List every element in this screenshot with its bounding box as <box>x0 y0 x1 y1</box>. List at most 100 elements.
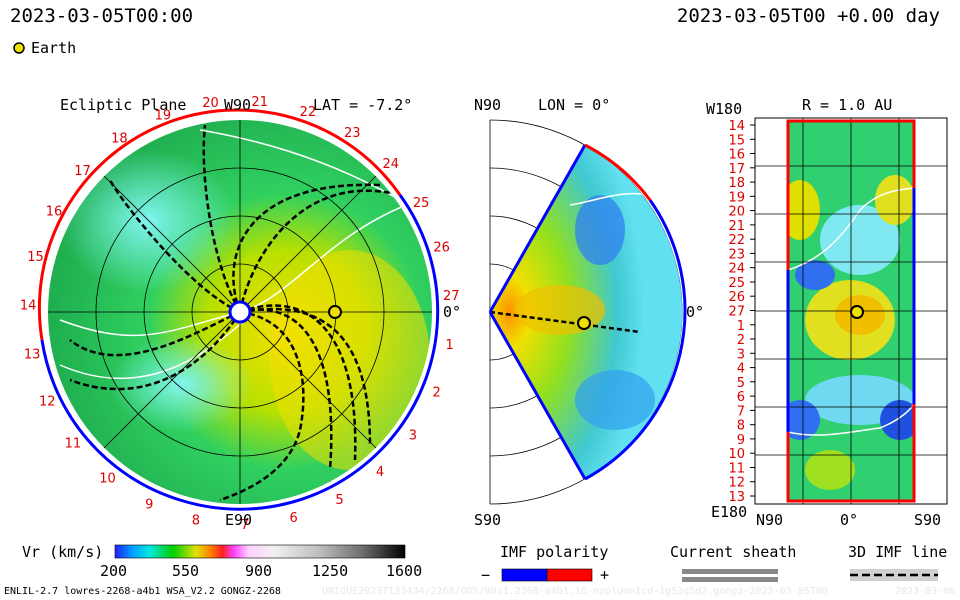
synoptic-title: R = 1.0 AU <box>802 96 893 114</box>
synoptic-row-label: 21 <box>728 219 745 234</box>
synoptic-row-labels: 1415161718192021222324252627123456789101… <box>728 119 755 505</box>
colorbar-tick: 200 <box>100 562 128 580</box>
sun-marker <box>228 300 252 324</box>
sector-label: 25 <box>413 196 430 211</box>
synoptic-x-label-0: 0° <box>840 511 859 529</box>
synoptic-row-label: 1 <box>737 319 745 334</box>
ecliptic-bottom-label: E90 <box>225 511 253 529</box>
ecliptic-top-label: W90 <box>224 96 252 114</box>
colorbar-tick: 1600 <box>386 562 423 580</box>
sector-label: 8 <box>192 513 200 528</box>
sector-label: 12 <box>39 395 56 410</box>
synoptic-row-label: 3 <box>737 347 745 362</box>
sector-label: 27 <box>443 289 460 304</box>
colorbar-label: Vr (km/s) <box>22 543 104 561</box>
sector-label: 21 <box>251 95 268 110</box>
model-info: ENLIL-2.7 lowres-2268-a4b1 WSA_V2.2 GONG… <box>4 586 281 597</box>
sector-label: 26 <box>433 241 450 256</box>
synoptic-row-label: 27 <box>728 305 745 320</box>
right-title: 2023-03-05T00 +0.00 day <box>676 5 940 27</box>
sector-label: 6 <box>290 511 298 526</box>
synoptic-row-label: 4 <box>737 362 745 377</box>
sector-label: 5 <box>335 493 343 508</box>
sector-label: 19 <box>155 109 172 124</box>
ecliptic-rim-negative <box>40 194 440 511</box>
synoptic-row-label: 23 <box>728 247 745 262</box>
colorbar-tick: 1250 <box>312 562 349 580</box>
sector-label: 17 <box>74 164 91 179</box>
sector-label: 24 <box>383 157 400 172</box>
synoptic-row-label: 6 <box>737 390 745 405</box>
synoptic-row-label: 24 <box>728 262 745 277</box>
synoptic-row-label: 5 <box>737 376 745 391</box>
synoptic-row-label: 8 <box>737 419 745 434</box>
sector-label: 13 <box>24 348 41 363</box>
run-info: UNIQUE2023T133434/2268/ODS/90x1.2268-a4b… <box>322 586 828 597</box>
meridional-panel <box>488 119 687 505</box>
synoptic-row-label: 15 <box>728 133 745 148</box>
synoptic-row-label: 9 <box>737 433 745 448</box>
imf-polarity-title: IMF polarity <box>500 543 609 561</box>
sector-label: 18 <box>111 132 128 147</box>
synoptic-row-label: 14 <box>728 119 745 134</box>
colorbar <box>114 544 406 559</box>
synoptic-row-label: 17 <box>728 162 745 177</box>
left-title: 2023-03-05T00:00 <box>10 5 194 27</box>
sector-label: 14 <box>20 299 37 314</box>
synoptic-row-label: 19 <box>728 190 745 205</box>
synoptic-row-label: 18 <box>728 176 745 191</box>
earth-legend-icon <box>13 42 25 54</box>
sector-label: 1 <box>445 338 453 353</box>
synoptic-row-label: 16 <box>728 148 745 163</box>
imf-lines <box>69 124 401 502</box>
current-sheath-swatch <box>682 569 778 582</box>
synoptic-row-label: 7 <box>737 404 745 419</box>
ecliptic-right-label: 0° <box>443 303 462 321</box>
imf-line-swatch <box>850 569 938 581</box>
colorbar-tick: 900 <box>245 562 273 580</box>
sector-label: 7 <box>241 518 249 533</box>
sector-label: 16 <box>46 204 63 219</box>
sector-label: 9 <box>145 498 153 513</box>
synoptic-row-label: 11 <box>728 462 745 477</box>
sector-label: 20 <box>202 96 219 111</box>
synoptic-row-label: 10 <box>728 447 745 462</box>
synoptic-bottom-left-label: E180 <box>711 503 748 521</box>
imf-minus-label: − <box>481 566 491 584</box>
current-sheath-title: Current sheath <box>670 543 797 561</box>
imf-polarity-swatch <box>501 568 593 582</box>
imf-plus-label: + <box>600 566 610 584</box>
earth-marker-meridional <box>577 316 591 330</box>
meridional-right-label: 0° <box>686 303 705 321</box>
synoptic-x-label-s90: S90 <box>914 511 942 529</box>
meridional-title: LON = 0° <box>538 96 611 114</box>
synoptic-row-label: 20 <box>728 205 745 220</box>
sector-label: 22 <box>300 105 317 120</box>
ecliptic-lat-label: LAT = -7.2° <box>313 96 413 114</box>
colorbar-tick: 550 <box>172 562 200 580</box>
sector-label: 11 <box>65 437 82 452</box>
earth-legend-label: Earth <box>31 39 77 57</box>
sector-label: 3 <box>409 429 417 444</box>
sector-label: 4 <box>376 465 384 480</box>
synoptic-x-label-n90: N90 <box>756 511 784 529</box>
synoptic-panel: 1415161718192021222324252627123456789101… <box>728 117 948 505</box>
earth-marker-synoptic <box>850 305 864 319</box>
synoptic-row-label: 26 <box>728 290 745 305</box>
ecliptic-title: Ecliptic Plane <box>60 96 187 114</box>
run-date: 2023-03-06 <box>895 586 956 597</box>
synoptic-row-label: 22 <box>728 233 745 248</box>
sector-label: 23 <box>344 126 361 141</box>
synoptic-row-label: 13 <box>728 490 745 505</box>
synoptic-row-label: 12 <box>728 476 745 491</box>
meridional-top-label: N90 <box>474 96 502 114</box>
synoptic-top-left-label: W180 <box>706 100 743 118</box>
meridional-bottom-label: S90 <box>474 511 502 529</box>
sector-label: 10 <box>99 472 116 487</box>
sector-label: 2 <box>432 385 440 400</box>
imf-line-title: 3D IMF line <box>848 543 948 561</box>
synoptic-row-label: 25 <box>728 276 745 291</box>
